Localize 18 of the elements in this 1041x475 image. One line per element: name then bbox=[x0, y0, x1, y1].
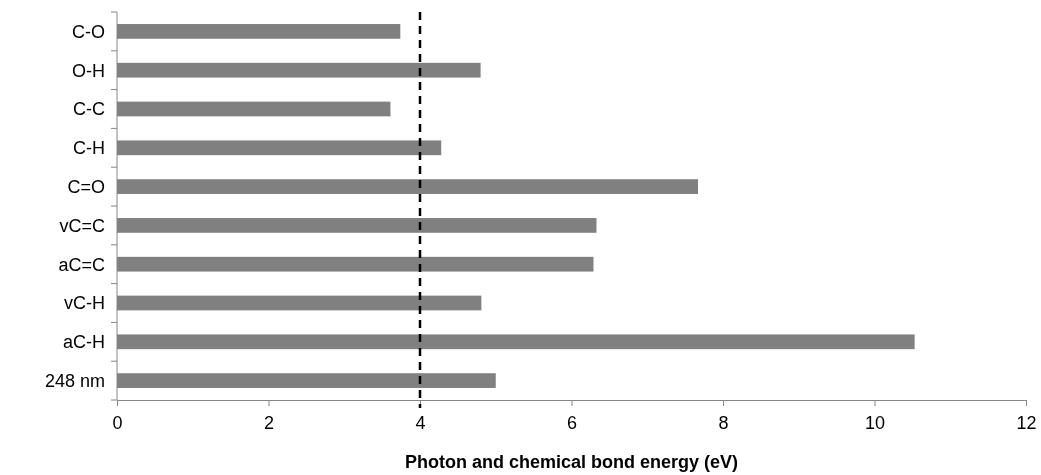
x-tick-label: 8 bbox=[718, 412, 729, 433]
x-tick-label: 0 bbox=[112, 412, 123, 433]
y-tick-label: aC-H bbox=[62, 332, 105, 353]
x-axis-title: Photon and chemical bond energy (eV) bbox=[404, 452, 739, 472]
y-tick-label: C-O bbox=[72, 21, 105, 42]
x-tick-label: 6 bbox=[566, 412, 578, 433]
x-tick-label: 4 bbox=[415, 412, 426, 433]
y-tick-label: vC-H bbox=[64, 293, 105, 314]
y-tick-label: O-H bbox=[72, 60, 105, 81]
x-tick-label: 12 bbox=[1016, 412, 1037, 433]
y-tick-label: C-H bbox=[73, 138, 105, 159]
y-tick-label: aC=C bbox=[58, 254, 105, 275]
y-tick-label: 248 nm bbox=[44, 370, 105, 391]
y-tick-label: vC=C bbox=[59, 215, 105, 236]
x-tick-label: 10 bbox=[864, 412, 886, 433]
x-tick-label: 2 bbox=[263, 412, 275, 433]
y-tick-label: C=O bbox=[67, 176, 105, 197]
y-tick-label: C-C bbox=[73, 99, 105, 120]
